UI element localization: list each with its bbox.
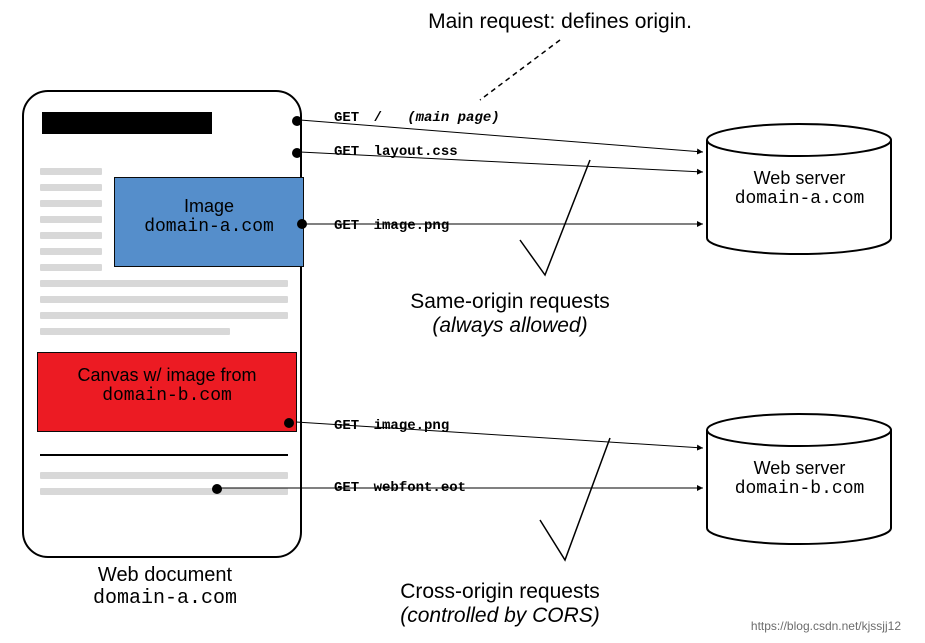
web-document-frame: Image domain-a.com Canvas w/ image from … xyxy=(22,90,302,558)
text-line xyxy=(40,264,102,271)
canvas-box: Canvas w/ image from domain-b.com xyxy=(37,352,297,432)
annotation-same-origin: Same-origin requests (always allowed) xyxy=(380,290,640,338)
annotation-same-origin-line1: Same-origin requests xyxy=(380,290,640,314)
http-path: image.png xyxy=(374,218,450,234)
image-box-domain: domain-a.com xyxy=(115,217,303,237)
text-line xyxy=(40,248,102,255)
annotation-same-origin-line2: (always allowed) xyxy=(380,314,640,338)
text-line xyxy=(40,312,288,319)
text-line xyxy=(40,168,102,175)
http-verb: GET xyxy=(334,110,359,126)
http-verb: GET xyxy=(334,144,359,160)
request-get-imagepng-same: GET image.png xyxy=(334,218,449,234)
text-line xyxy=(40,488,288,495)
canvas-box-domain: domain-b.com xyxy=(38,386,296,406)
annotation-cross-origin-line1: Cross-origin requests xyxy=(370,580,630,604)
caption-domain: domain-a.com xyxy=(60,587,270,610)
text-line xyxy=(40,232,102,239)
http-path: layout.css xyxy=(374,144,458,160)
text-line xyxy=(40,200,102,207)
server-label: Web server xyxy=(702,168,897,189)
http-extra: (main page) xyxy=(407,110,499,126)
caption-line1: Web document xyxy=(60,564,270,587)
annotation-cross-origin-line2: (controlled by CORS) xyxy=(370,604,630,628)
http-path: image.png xyxy=(374,418,450,434)
text-line xyxy=(40,216,102,223)
separator-line xyxy=(40,454,288,456)
text-line xyxy=(40,184,102,191)
request-get-layoutcss: GET layout.css xyxy=(334,144,458,160)
text-line xyxy=(40,328,230,335)
text-line xyxy=(40,280,288,287)
server-domain: domain-a.com xyxy=(702,189,897,209)
server-domain-a: Web server domain-a.com xyxy=(702,120,897,240)
image-box-label: Image xyxy=(115,196,303,217)
image-box: Image domain-a.com xyxy=(114,177,304,267)
http-verb: GET xyxy=(334,218,359,234)
edge-dot xyxy=(292,148,302,158)
watermark: https://blog.csdn.net/kjssjj12 xyxy=(751,619,901,633)
http-path: webfont.eot xyxy=(374,480,466,496)
request-get-webfont: GET webfont.eot xyxy=(334,480,466,496)
web-document-caption: Web document domain-a.com xyxy=(60,564,270,610)
text-line xyxy=(40,472,288,479)
http-verb: GET xyxy=(334,418,359,434)
annotation-main-request: Main request: defines origin. xyxy=(400,10,720,34)
edge-dot xyxy=(297,219,307,229)
http-verb: GET xyxy=(334,480,359,496)
edge-dot xyxy=(284,418,294,428)
server-label: Web server xyxy=(702,458,897,479)
annotation-main-request-text: Main request: defines origin. xyxy=(428,10,692,33)
titlebar-block xyxy=(42,112,212,134)
server-domain: domain-b.com xyxy=(702,479,897,499)
canvas-box-label: Canvas w/ image from xyxy=(38,365,296,386)
text-line xyxy=(40,296,288,303)
edge-dot xyxy=(292,116,302,126)
annotation-cross-origin: Cross-origin requests (controlled by COR… xyxy=(370,580,630,628)
edge-dot xyxy=(212,484,222,494)
request-get-imagepng-cross: GET image.png xyxy=(334,418,449,434)
request-get-mainpage: GET / (main page) xyxy=(334,110,500,126)
http-path: / xyxy=(374,110,382,126)
server-domain-b: Web server domain-b.com xyxy=(702,410,897,530)
